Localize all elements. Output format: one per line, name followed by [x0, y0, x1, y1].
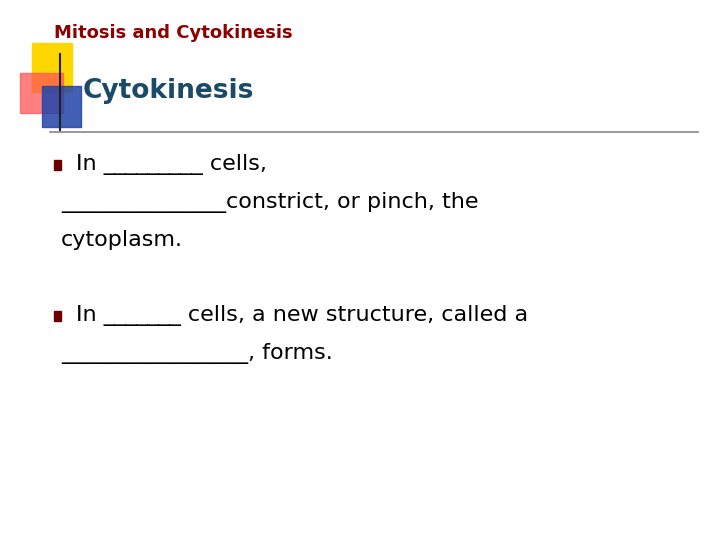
Bar [54, 160, 61, 170]
Bar [42, 86, 81, 127]
Bar [20, 73, 63, 113]
Text: Mitosis and Cytokinesis: Mitosis and Cytokinesis [54, 24, 292, 42]
Bar [32, 43, 72, 92]
Text: Cytokinesis: Cytokinesis [83, 78, 254, 104]
Text: cytoplasm.: cytoplasm. [61, 230, 183, 249]
Text: _________________, forms.: _________________, forms. [61, 343, 333, 364]
Bar [54, 311, 61, 321]
Text: In _______ cells, a new structure, called a: In _______ cells, a new structure, calle… [76, 305, 528, 326]
Text: In _________ cells,: In _________ cells, [76, 154, 266, 175]
Text: _______________constrict, or pinch, the: _______________constrict, or pinch, the [61, 192, 479, 213]
